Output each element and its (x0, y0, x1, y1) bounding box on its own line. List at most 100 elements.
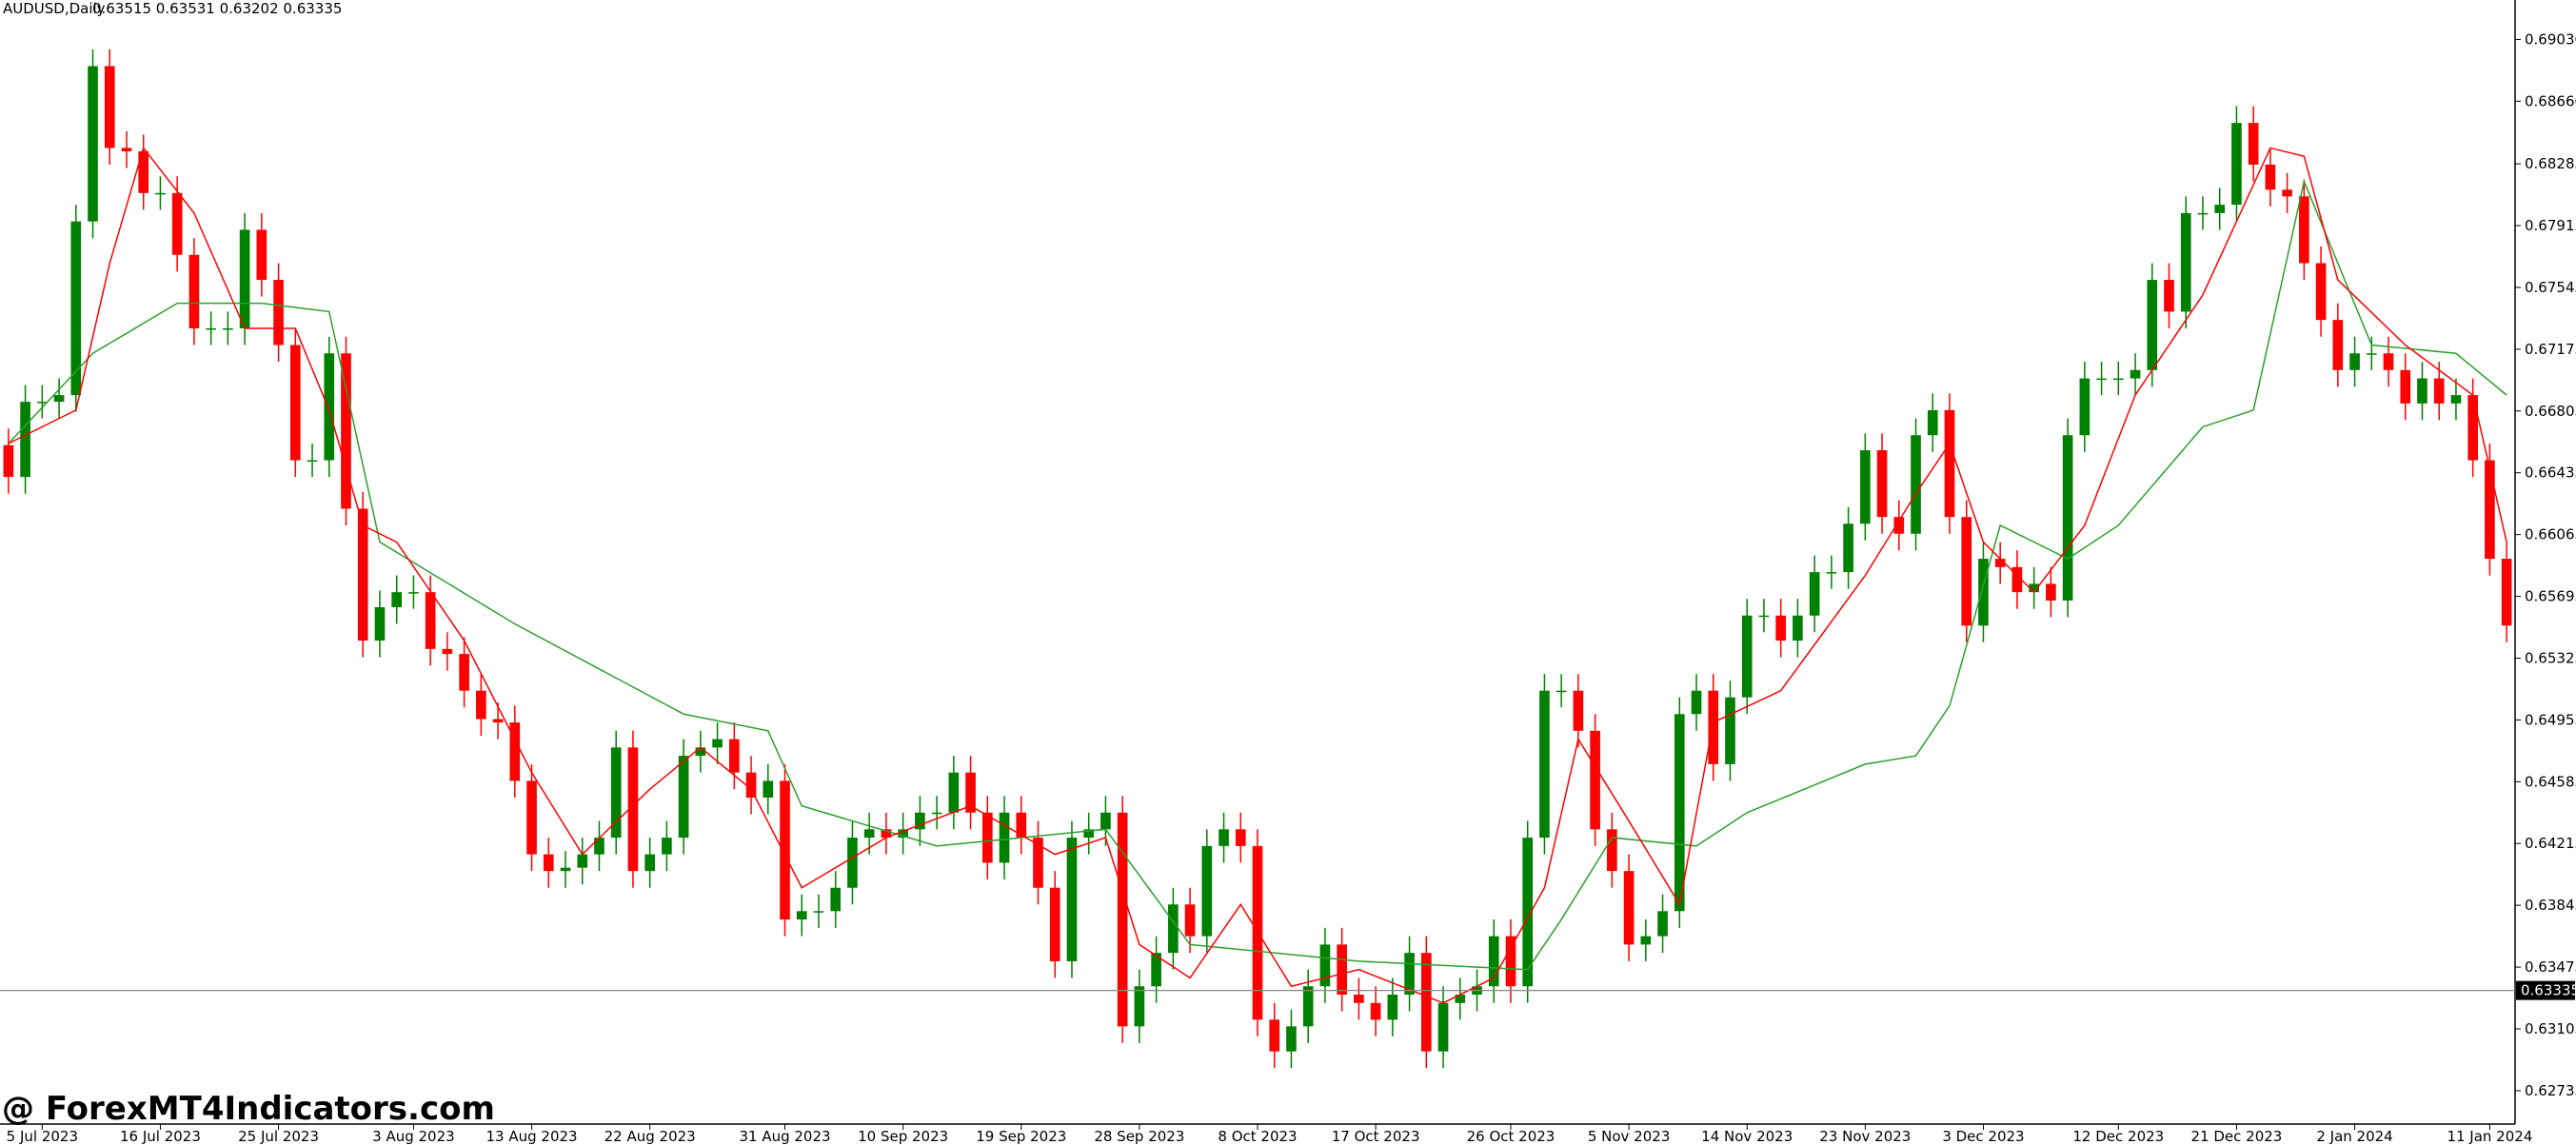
x-tick-label: 28 Sep 2023 (1094, 1128, 1184, 1145)
candle-body (307, 460, 318, 463)
candle-body (2383, 353, 2394, 370)
candle-body (2332, 320, 2344, 370)
candle-body (1590, 730, 1600, 830)
ohlc-header: 0.63515 0.63531 0.63202 0.63335 (92, 0, 342, 17)
candle-body (1151, 953, 1161, 987)
candle-body (1826, 572, 1837, 574)
candle-body (2062, 435, 2073, 601)
y-tick-label: 0.63845 (2525, 897, 2576, 914)
candle-body (20, 402, 30, 478)
candle-body (2180, 212, 2191, 312)
candle-body (1775, 615, 1786, 642)
candle-body (712, 739, 723, 748)
candle-body (2417, 378, 2427, 404)
candle-body (2164, 280, 2174, 312)
candle-body (1437, 1002, 1449, 1052)
candle-body (2147, 280, 2158, 370)
candle-body (526, 780, 537, 855)
candle-body (1033, 838, 1043, 888)
x-tick-label: 23 Nov 2023 (1819, 1128, 1911, 1145)
y-tick-label: 0.67915 (2525, 217, 2576, 234)
x-tick-label: 19 Sep 2023 (976, 1128, 1066, 1145)
x-tick-label: 3 Dec 2023 (1942, 1128, 2024, 1145)
candle-body (1219, 829, 1229, 846)
y-tick-label: 0.65695 (2525, 588, 2576, 605)
candle-body (239, 229, 250, 328)
candle-body (543, 854, 554, 872)
candle-body (1758, 615, 1770, 618)
candle-body (2011, 566, 2023, 593)
x-tick-label: 16 Jul 2023 (120, 1128, 201, 1145)
candle-body (1741, 615, 1753, 698)
candle-body (577, 854, 588, 868)
candle-body (1302, 986, 1314, 1027)
candle-body (1455, 995, 1466, 1003)
x-tick-label: 12 Dec 2023 (2072, 1128, 2164, 1145)
candle-body (425, 592, 436, 649)
x-tick-label: 14 Nov 2023 (1701, 1128, 1793, 1145)
candle-body (1337, 944, 1347, 996)
candle-body (324, 353, 335, 461)
candle-body (1016, 812, 1027, 839)
candle-body (442, 648, 453, 655)
candle-body (1319, 944, 1331, 987)
candle-body (678, 756, 689, 839)
candle-body (2265, 165, 2276, 190)
candle-body (881, 829, 892, 839)
candle-body (898, 829, 908, 839)
candle-body (188, 254, 200, 328)
candle-body (1522, 838, 1534, 987)
candle-body (644, 854, 655, 872)
candle-body (796, 911, 807, 920)
candle-body (1117, 812, 1128, 1027)
candle-body (1354, 995, 1364, 1003)
candle-body (223, 327, 233, 330)
candle-body (37, 402, 48, 404)
candle-body (1269, 1019, 1280, 1052)
candle-body (53, 395, 65, 403)
candle-body (2467, 395, 2478, 461)
candle-body (745, 772, 757, 798)
candle-body (1168, 904, 1179, 954)
candle-body (1286, 1026, 1297, 1052)
candle-body (391, 592, 403, 607)
candle-body (1100, 812, 1111, 830)
candle-body (847, 838, 858, 888)
candle-body (138, 150, 149, 193)
candle-body (2096, 378, 2107, 381)
candle-body (2029, 583, 2039, 593)
x-tick-label: 22 Aug 2023 (604, 1128, 696, 1145)
y-tick-label: 0.64215 (2525, 835, 2576, 852)
candle-body (1708, 690, 1719, 764)
y-tick-label: 0.66805 (2525, 403, 2576, 420)
last-price-box (2516, 980, 2575, 1000)
candle-body (2349, 353, 2360, 370)
candle-body (2366, 353, 2377, 355)
x-tick-label: 31 Aug 2023 (739, 1128, 830, 1145)
x-tick-label: 3 Aug 2023 (372, 1128, 455, 1145)
candle-body (2197, 212, 2209, 215)
symbol-label: AUDUSD,Daily (3, 0, 106, 17)
candle-body (2130, 369, 2141, 379)
candle-body (2299, 196, 2309, 264)
candle-body (1961, 517, 1972, 626)
candle-body (931, 812, 942, 815)
candle-body (1860, 450, 1871, 524)
candle-body (476, 690, 486, 720)
candle-body (1539, 690, 1550, 839)
candle-body (459, 654, 469, 691)
x-tick-label: 11 Jan 2024 (2447, 1128, 2532, 1145)
candle-body (1134, 986, 1145, 1027)
candle-body (1573, 690, 1584, 731)
plot-area (3, 49, 2512, 1069)
candle-body (2282, 189, 2292, 197)
candle-body (509, 722, 521, 781)
y-tick-label: 0.66065 (2525, 526, 2576, 543)
candle-body (357, 508, 368, 642)
candle-body (1978, 559, 1989, 626)
candle-body (2046, 583, 2056, 601)
candle-body (1387, 995, 1398, 1020)
candle-body (1911, 435, 1921, 534)
